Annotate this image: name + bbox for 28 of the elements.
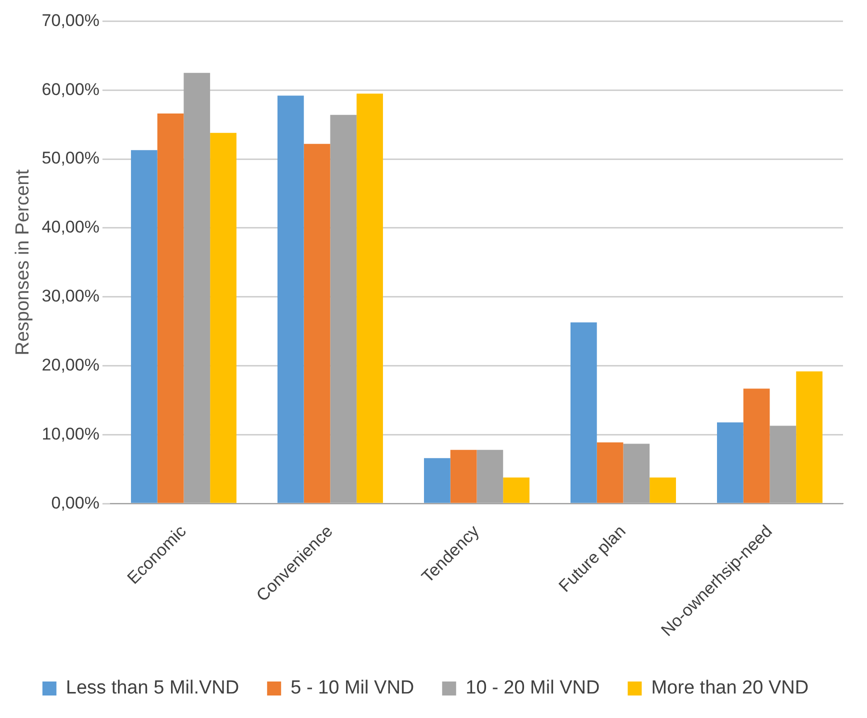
y-tick-label: 10,00%: [42, 424, 100, 444]
bar: [450, 450, 477, 503]
bar: [503, 477, 530, 503]
y-axis-title: Responses in Percent: [12, 168, 34, 356]
bar: [650, 477, 676, 503]
bar: [210, 132, 236, 503]
bar: [596, 442, 624, 503]
bar: [424, 458, 450, 503]
bar: [304, 144, 330, 503]
y-tick-label: 20,00%: [42, 356, 100, 375]
bar: [796, 371, 822, 503]
bar: [277, 96, 304, 503]
y-tick-label: 30,00%: [42, 286, 100, 306]
y-tick-label: 70,00%: [42, 10, 100, 30]
legend-label: 5 - 10 Mil VND: [290, 678, 414, 699]
bar: [570, 322, 597, 503]
bar: [743, 388, 770, 503]
y-tick-label: 0,00%: [51, 493, 100, 512]
bar: [130, 150, 158, 503]
y-tick-label: 60,00%: [42, 80, 100, 99]
y-tick-label: 50,00%: [42, 148, 100, 168]
legend-label: 10 - 20 Mil VND: [466, 678, 600, 699]
legend-label: More than 20 VND: [651, 678, 809, 699]
bar: [157, 114, 184, 503]
legend-label: Less than 5 Mil.VND: [66, 678, 240, 699]
y-tick-label: 40,00%: [42, 218, 100, 237]
bar: [717, 422, 744, 503]
bar: [356, 94, 383, 503]
